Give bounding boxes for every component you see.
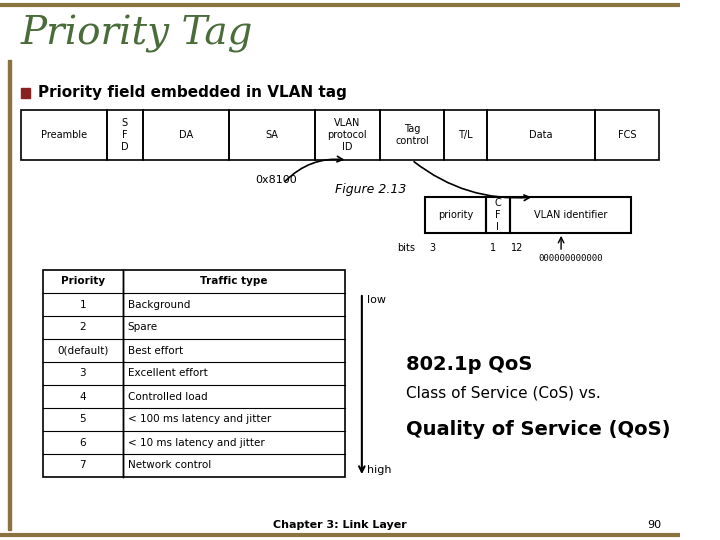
Text: 5: 5 (79, 415, 86, 424)
Text: DA: DA (179, 130, 193, 140)
Bar (444, 110, 487, 160)
Text: C
F
I: C F I (495, 198, 501, 232)
Bar (486, 197, 510, 233)
Text: bits: bits (397, 243, 415, 253)
Text: FCS: FCS (618, 130, 636, 140)
Text: low: low (366, 295, 386, 305)
Bar (595, 110, 660, 160)
Text: 0x8100: 0x8100 (255, 175, 297, 185)
Text: 3: 3 (430, 243, 436, 253)
Text: Priority: Priority (60, 276, 104, 287)
Bar (315, 110, 379, 160)
Text: 1: 1 (79, 300, 86, 309)
Text: Figure 2.13: Figure 2.13 (336, 183, 407, 196)
Text: Best effort: Best effort (127, 346, 183, 355)
Text: Excellent effort: Excellent effort (127, 368, 207, 379)
Bar (143, 110, 229, 160)
Text: Chapter 3: Link Layer: Chapter 3: Link Layer (274, 520, 407, 530)
Text: Tag
control: Tag control (395, 124, 429, 146)
Text: 7: 7 (79, 461, 86, 470)
Bar (510, 197, 631, 233)
Bar (425, 197, 486, 233)
Text: 90: 90 (647, 520, 662, 530)
Text: < 10 ms latency and jitter: < 10 ms latency and jitter (127, 437, 264, 448)
Bar (487, 110, 595, 160)
Text: priority: priority (438, 210, 473, 220)
Text: VLAN
protocol
ID: VLAN protocol ID (328, 118, 367, 152)
Text: Quality of Service (QoS): Quality of Service (QoS) (406, 420, 671, 439)
Text: Traffic type: Traffic type (200, 276, 268, 287)
Text: high: high (366, 465, 391, 475)
Text: 000000000000: 000000000000 (539, 254, 603, 263)
Text: Priority Tag: Priority Tag (21, 15, 253, 53)
Text: Data: Data (529, 130, 553, 140)
Text: Controlled load: Controlled load (127, 392, 207, 402)
Text: 3: 3 (79, 368, 86, 379)
Bar (229, 110, 315, 160)
Text: 1: 1 (490, 243, 496, 253)
Bar (7, 60, 12, 530)
Text: 6: 6 (79, 437, 86, 448)
Bar (42, 270, 345, 477)
Text: SA: SA (266, 130, 279, 140)
Text: S
F
D: S F D (121, 118, 129, 152)
Text: 12: 12 (511, 243, 523, 253)
Text: Network control: Network control (127, 461, 211, 470)
Text: VLAN identifier: VLAN identifier (534, 210, 607, 220)
Bar (21, 110, 107, 160)
Text: 802.1p QoS: 802.1p QoS (406, 355, 533, 374)
Text: 2: 2 (79, 322, 86, 333)
Text: 0(default): 0(default) (57, 346, 108, 355)
Bar (379, 110, 444, 160)
Text: Preamble: Preamble (41, 130, 87, 140)
Text: Class of Service (CoS) vs.: Class of Service (CoS) vs. (406, 385, 601, 400)
Bar (107, 110, 143, 160)
Text: Spare: Spare (127, 322, 158, 333)
Text: < 100 ms latency and jitter: < 100 ms latency and jitter (127, 415, 271, 424)
Bar (21, 88, 30, 98)
Text: T/L: T/L (459, 130, 473, 140)
Text: 4: 4 (79, 392, 86, 402)
Text: Priority field embedded in VLAN tag: Priority field embedded in VLAN tag (37, 85, 346, 100)
Text: Background: Background (127, 300, 190, 309)
